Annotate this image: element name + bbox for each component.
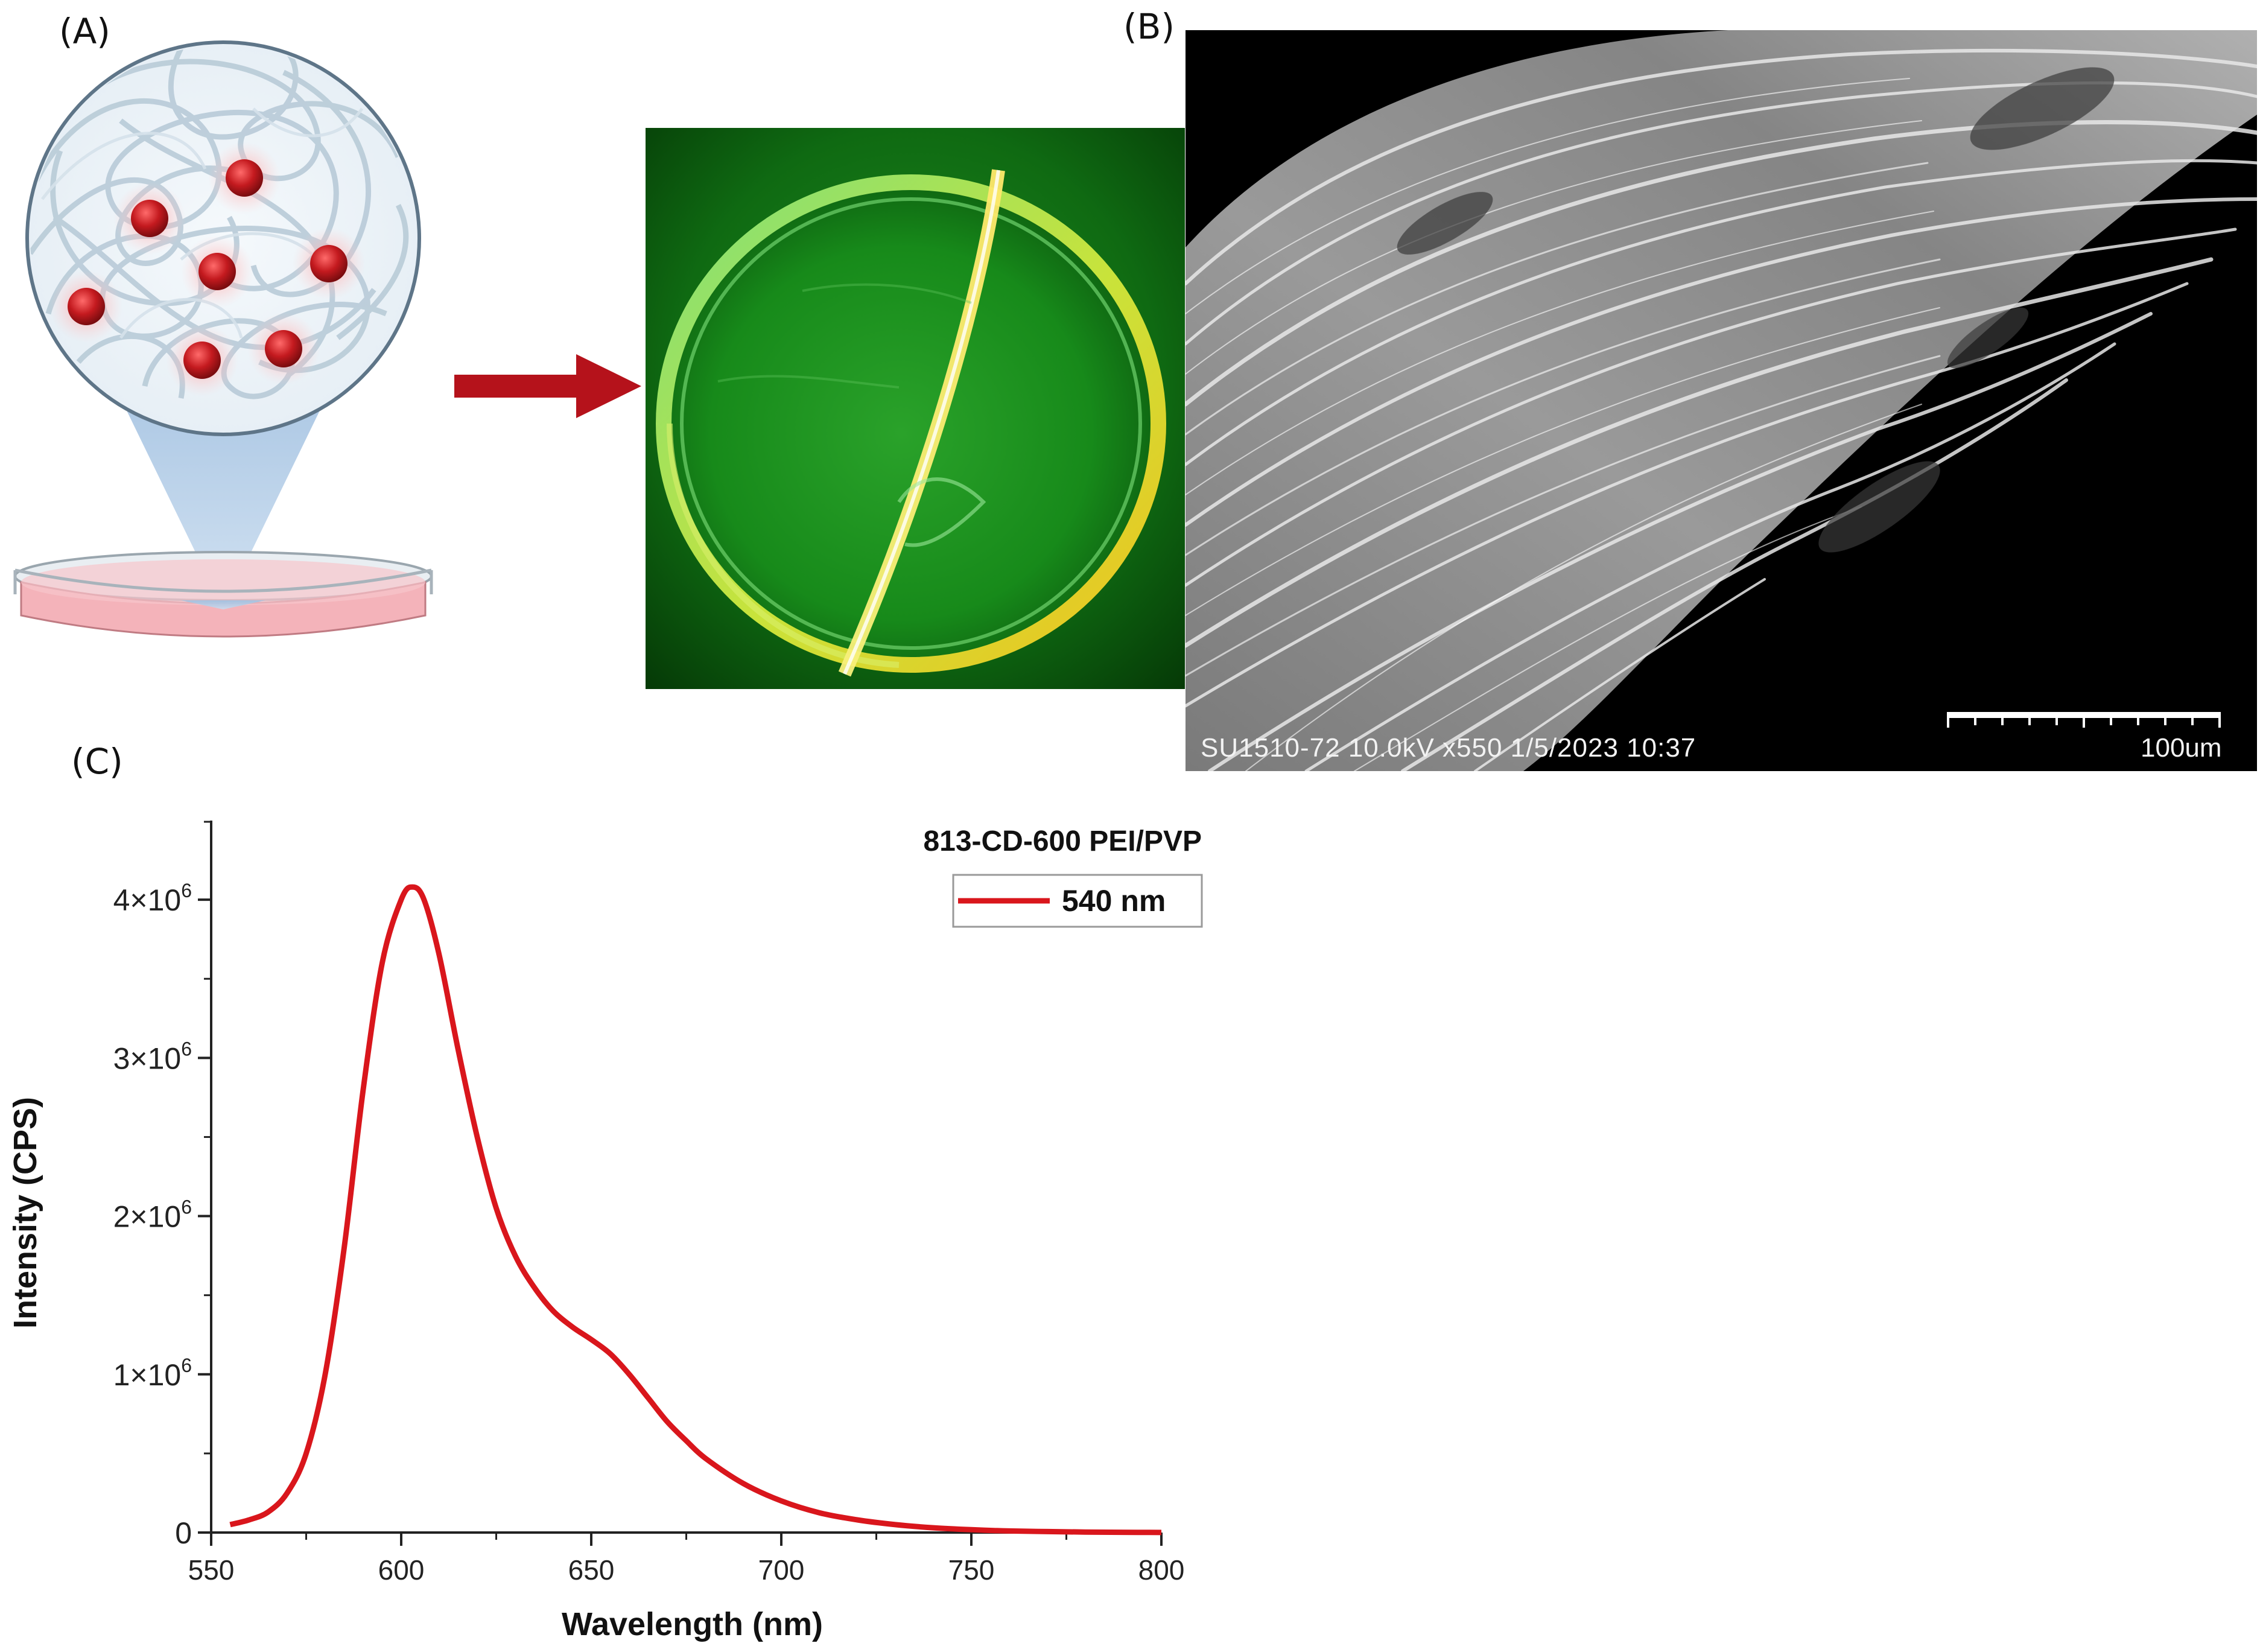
sem-image	[1186, 30, 2257, 771]
x-tick-label: 700	[758, 1554, 805, 1586]
nanofiber-schematic	[13, 40, 433, 638]
sem-caption: SU1510-72 10.0kV x550 1/5/2023 10:37	[1201, 733, 1697, 763]
fluorescent-dish-photo	[646, 128, 1185, 689]
right-arrow-icon	[454, 354, 641, 418]
y-tick-label: 2×106	[113, 1196, 192, 1234]
legend-entry-label: 540 nm	[1062, 884, 1166, 918]
y-tick-label: 1×106	[113, 1355, 192, 1392]
zoom-cone	[121, 398, 326, 609]
panel-label-b: (B)	[1123, 6, 1175, 47]
scale-bar	[1947, 712, 2221, 718]
x-tick-label: 800	[1138, 1554, 1185, 1586]
panel-label-a: (A)	[59, 11, 110, 52]
petri-dish	[13, 551, 433, 638]
panel-label-c: (C)	[71, 741, 123, 782]
x-tick-label: 650	[568, 1554, 615, 1586]
x-axis-label: Wavelength (nm)	[562, 1606, 823, 1642]
y-axis-label: Intensity (CPS)	[7, 1097, 43, 1329]
x-tick-label: 550	[188, 1554, 235, 1586]
chart-legend: 813-CD-600 PEI/PVP 540 nm	[923, 825, 1203, 928]
emission-spectrum-chart: 550 600 650 700 750 800 0 1×106 2×106 3×106 4×106 W…	[7, 821, 1203, 1642]
scale-bar-label: 100um	[2141, 733, 2222, 763]
y-tick-label: 4×106	[113, 880, 192, 917]
x-tick-label: 600	[378, 1554, 425, 1586]
legend-title: 813-CD-600 PEI/PVP	[923, 825, 1202, 857]
x-tick-label: 750	[948, 1554, 995, 1586]
y-tick-label: 3×106	[113, 1038, 192, 1075]
y-tick-label: 0	[175, 1516, 192, 1550]
series-line-540-nm	[229, 884, 1162, 1536]
nanoparticle-dot-group	[50, 142, 365, 396]
